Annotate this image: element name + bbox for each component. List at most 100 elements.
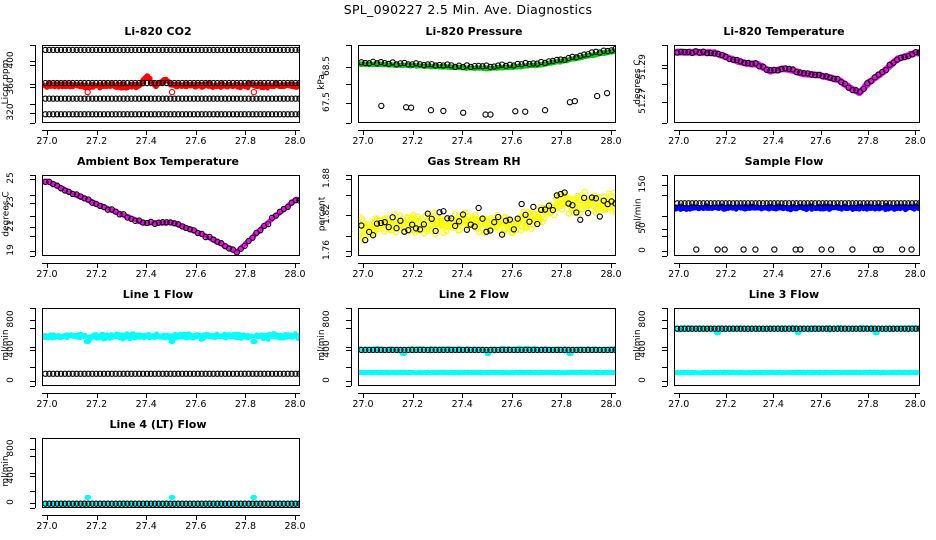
y-minor-tick-li820-pressure-2: [346, 84, 351, 85]
y-tick-li820-co2-2: [30, 61, 35, 63]
x-tick-label-line-2-flow-4: 27.8: [550, 399, 572, 410]
y-tick-line-3-flow-1: [662, 350, 667, 352]
y-minor-tick-li820-temperature-4: [662, 45, 667, 46]
panel-title-line-4-lt-flow: Line 4 (LT) Flow: [109, 418, 207, 431]
panel-line-2-flow: Line 2 Flow ml/min 0 400 800 27.0 27.2 27.4 27.6…: [316, 288, 632, 418]
x-tick-label-ambient-box-temperature-3: 27.6: [185, 269, 207, 280]
x-tick-label-line-1-flow-5: 28.0: [284, 399, 306, 410]
y-axis-line-sample-flow: [667, 175, 668, 256]
y-tick-sample-flow-0: [662, 250, 667, 252]
x-axis-line-line-2-flow: [358, 393, 616, 394]
y-minor-tick-gas-stream-rh-1: [346, 235, 351, 237]
y-tick-line-2-flow-1: [346, 350, 351, 352]
x-tick-line-3-flow-4: [867, 393, 869, 398]
x-tick-li820-pressure-1: [412, 130, 414, 135]
x-tick-li820-temperature-5: [915, 130, 917, 135]
y-tick-label-line-3-flow-1: 400: [638, 340, 648, 358]
panel-li820-co2: Li-820 CO2 Licor ppm 320 360 400 27.0 27.2 27.4…: [0, 25, 316, 155]
y-minor-tick-line-4-lt-flow-2: [30, 473, 35, 474]
y-tick-li820-temperature-1: [662, 67, 667, 69]
panel-line-3-flow: Line 3 Flow ml/min 0 400 800 27.0 27.2 27.4 27.6…: [632, 288, 936, 418]
x-axis-line-line-3-flow: [674, 393, 920, 394]
data-layer-li820-temperature: [675, 48, 919, 97]
y-minor-tick-ambient-box-temperature-2: [30, 215, 35, 217]
x-tick-label-li820-temperature-1: 27.2: [715, 136, 737, 147]
y-tick-label-line-1-flow-2: 800: [6, 310, 16, 328]
x-tick-sample-flow-2: [773, 263, 775, 268]
x-tick-label-line-1-flow-1: 27.2: [85, 399, 108, 410]
y-tick-line-4-lt-flow-0: [30, 503, 35, 505]
figure-title: SPL_090227 2.5 Min. Ave. Diagnostics: [343, 2, 593, 17]
x-tick-label-sample-flow-2: 27.4: [762, 269, 784, 280]
y-tick-sample-flow-1: [662, 228, 667, 230]
x-tick-ambient-box-temperature-3: [195, 263, 197, 268]
y-minor-tick-line-4-lt-flow-4: [30, 438, 35, 439]
x-tick-label-li820-co2-1: 27.2: [85, 136, 108, 147]
y-minor-tick-line-1-flow-3: [30, 327, 35, 329]
x-tick-li820-temperature-2: [773, 130, 775, 135]
plot-area-li820-temperature: [674, 45, 920, 123]
x-tick-line-2-flow-2: [462, 393, 464, 398]
x-tick-sample-flow-5: [915, 263, 917, 268]
x-tick-line-3-flow-1: [726, 393, 728, 398]
x-tick-label-li820-pressure-4: 27.8: [550, 136, 572, 147]
x-tick-li820-pressure-0: [362, 130, 364, 135]
x-tick-line-2-flow-3: [511, 393, 513, 398]
panel-title-li820-pressure: Li-820 Pressure: [425, 25, 523, 38]
y-minor-tick-li820-co2-3: [30, 64, 35, 66]
x-tick-li820-pressure-2: [462, 130, 464, 135]
y-tick-gas-stream-rh-2: [346, 178, 351, 180]
panel-title-li820-co2: Li-820 CO2: [124, 25, 192, 38]
y-tick-ambient-box-temperature-3: [30, 178, 35, 180]
panel-line-1-flow: Line 1 Flow ml/min 0 400 800 27.0 27.2 27.4 27.6…: [0, 288, 316, 418]
x-tick-line-4-lt-flow-5: [295, 515, 297, 520]
y-minor-tick-gas-stream-rh-0: [346, 256, 351, 257]
y-minor-tick-line-3-flow-3: [662, 327, 667, 329]
panel-title-ambient-box-temperature: Ambient Box Temperature: [77, 155, 239, 168]
y-minor-tick-line-3-flow-4: [662, 308, 667, 309]
x-tick-line-2-flow-1: [412, 393, 414, 398]
x-tick-label-line-3-flow-4: 27.8: [857, 399, 879, 410]
y-minor-tick-line-3-flow-1: [662, 366, 667, 368]
x-tick-li820-co2-1: [96, 130, 98, 135]
x-tick-label-li820-co2-4: 27.8: [234, 136, 256, 147]
y-tick-label-line-2-flow-2: 800: [322, 310, 332, 328]
plot-area-ambient-box-temperature: [42, 175, 300, 256]
x-tick-label-sample-flow-5: 28.0: [904, 269, 926, 280]
x-tick-sample-flow-0: [678, 263, 680, 268]
y-tick-label-line-3-flow-2: 800: [638, 310, 648, 328]
y-minor-tick-line-3-flow-2: [662, 347, 667, 348]
x-tick-li820-temperature-4: [867, 130, 869, 135]
y-tick-label-line-1-flow-0: 0: [6, 376, 16, 383]
x-tick-line-4-lt-flow-0: [46, 515, 48, 520]
x-tick-label-line-4-lt-flow-1: 27.2: [85, 521, 108, 532]
x-tick-label-gas-stream-rh-5: 28.0: [600, 269, 622, 280]
x-tick-label-ambient-box-temperature-1: 27.2: [85, 269, 108, 280]
y-minor-tick-sample-flow-4: [662, 175, 667, 176]
x-tick-label-line-2-flow-3: 27.6: [501, 399, 523, 410]
panel-gas-stream-rh: Gas Stream RH percent 1.76 1.82 1.88 27.0 27.2…: [316, 155, 632, 288]
y-minor-tick-line-4-lt-flow-0: [30, 508, 35, 509]
y-tick-line-4-lt-flow-1: [30, 476, 35, 478]
y-minor-tick-line-3-flow-0: [662, 386, 667, 387]
x-tick-label-gas-stream-rh-4: 27.8: [550, 269, 572, 280]
x-tick-label-li820-co2-3: 27.6: [185, 136, 207, 147]
y-axis-line-line-4-lt-flow: [35, 438, 36, 508]
y-axis-line-gas-stream-rh: [351, 175, 352, 256]
x-tick-line-4-lt-flow-4: [245, 515, 247, 520]
y-tick-line-1-flow-1: [30, 350, 35, 352]
y-minor-tick-li820-pressure-4: [346, 45, 351, 46]
x-tick-label-line-2-flow-5: 28.0: [600, 399, 622, 410]
plot-area-li820-pressure: [358, 45, 616, 123]
x-tick-label-line-4-lt-flow-5: 28.0: [284, 521, 306, 532]
x-tick-label-line-3-flow-1: 27.2: [715, 399, 737, 410]
x-tick-label-li820-pressure-2: 27.4: [451, 136, 473, 147]
plot-area-line-2-flow: [358, 308, 616, 386]
x-tick-label-line-4-lt-flow-3: 27.6: [185, 521, 207, 532]
y-minor-tick-line-2-flow-4: [346, 308, 351, 309]
x-tick-gas-stream-rh-3: [511, 263, 513, 268]
x-tick-line-1-flow-1: [96, 393, 98, 398]
y-minor-tick-ambient-box-temperature-3: [30, 195, 35, 197]
x-tick-label-line-3-flow-3: 27.6: [810, 399, 832, 410]
